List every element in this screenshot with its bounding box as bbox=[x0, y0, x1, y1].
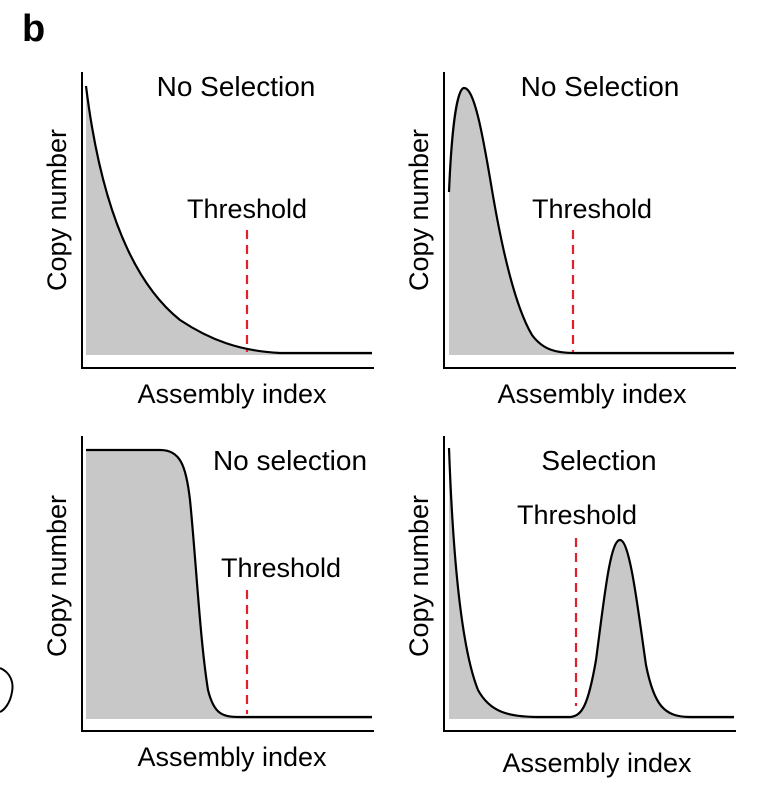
y-axis-label: Copy number bbox=[42, 129, 72, 291]
distribution-curve bbox=[447, 447, 734, 719]
threshold-label: Threshold bbox=[532, 194, 652, 224]
axes bbox=[443, 72, 736, 369]
panel-title: Selection bbox=[541, 445, 656, 476]
axes bbox=[81, 72, 374, 369]
x-axis-label: Assembly index bbox=[497, 379, 687, 409]
axes bbox=[443, 436, 736, 732]
y-axis-label: Copy number bbox=[404, 129, 434, 291]
cropped-edge-mark bbox=[0, 667, 14, 713]
x-axis-label: Assembly index bbox=[502, 748, 692, 778]
y-axis-label: Copy number bbox=[42, 495, 72, 657]
threshold-label: Threshold bbox=[221, 553, 341, 583]
panel-bottom-left: No selection Threshold Copy number Assem… bbox=[42, 436, 374, 772]
panel-letter: b bbox=[22, 8, 46, 50]
distribution-curve bbox=[447, 86, 734, 355]
panel-top-right: No Selection Threshold Copy number Assem… bbox=[404, 71, 736, 409]
threshold-label: Threshold bbox=[517, 500, 637, 530]
y-axis-label: Copy number bbox=[404, 495, 434, 657]
distribution-area bbox=[449, 448, 734, 719]
axes bbox=[81, 436, 374, 732]
panel-title: No Selection bbox=[157, 71, 316, 102]
distribution-area bbox=[86, 450, 372, 719]
panel-bottom-right: Selection Threshold Copy number Assembly… bbox=[404, 436, 736, 778]
panel-top-left: No Selection Threshold Copy number Assem… bbox=[42, 71, 374, 409]
x-axis-label: Assembly index bbox=[137, 379, 327, 409]
threshold-label: Threshold bbox=[187, 194, 307, 224]
x-axis-label: Assembly index bbox=[137, 742, 327, 772]
panel-title: No selection bbox=[213, 445, 367, 476]
panel-title: No Selection bbox=[521, 71, 680, 102]
distribution-curve bbox=[86, 448, 372, 719]
distribution-curve bbox=[84, 85, 372, 355]
distribution-area bbox=[86, 86, 372, 355]
